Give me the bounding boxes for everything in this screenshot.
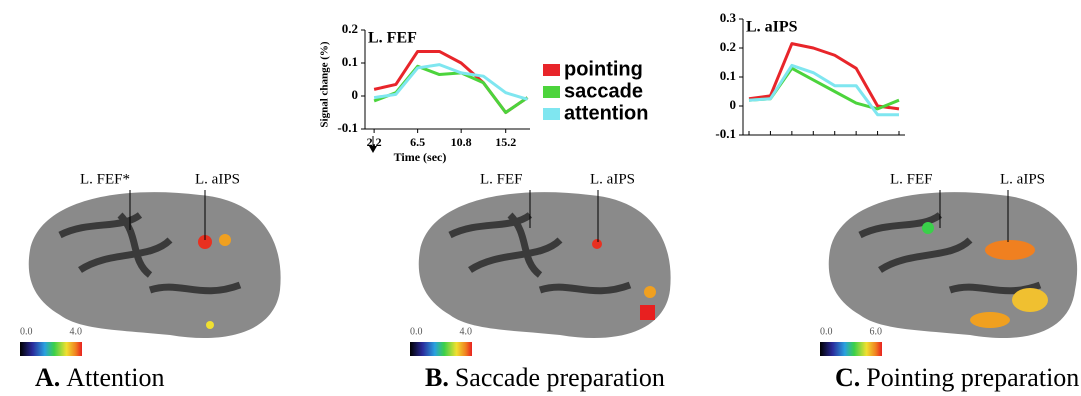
legend-swatch — [543, 108, 560, 120]
line — [373, 64, 529, 114]
colorbar — [20, 342, 82, 356]
region-label: L. aIPS — [1000, 171, 1045, 187]
arrow-head — [369, 146, 377, 153]
y-tick-label: 0 — [352, 87, 359, 102]
y-tick-label: 0 — [730, 97, 737, 112]
y-tick-label: 0.2 — [342, 21, 358, 36]
colorbar-min: 0.0 — [20, 326, 33, 337]
line — [373, 63, 528, 101]
x-tick-label: 15.2 — [495, 135, 516, 149]
brain-b — [418, 192, 671, 338]
colorbar-max: 4.0 — [70, 326, 83, 337]
panel-name: Attention — [66, 363, 164, 392]
panel-letter: A. — [35, 363, 60, 392]
colorbar-max: 4.0 — [460, 326, 473, 337]
panel-title: C. Pointing preparation — [835, 363, 1079, 392]
chart-title: L. aIPS — [746, 19, 798, 36]
panel-letter: B. — [425, 363, 449, 392]
brain-c — [828, 192, 1078, 338]
colorbar-min: 0.0 — [410, 326, 423, 337]
x-tick-label: 2.2 — [367, 135, 382, 149]
y-axis-label: Signal change (%) — [319, 41, 331, 128]
panel-title: B. Saccade preparation — [425, 363, 665, 392]
colorbar-max: 6.0 — [870, 326, 883, 337]
region-label: L. aIPS — [195, 171, 240, 187]
line — [748, 42, 900, 111]
colorbar — [820, 342, 882, 356]
x-tick-label: 6.5 — [410, 135, 425, 149]
region-label: L. aIPS — [590, 171, 635, 187]
chart-title: L. FEF — [368, 30, 417, 47]
panel-letter: C. — [835, 363, 860, 392]
region-label: L. FEF — [890, 171, 933, 187]
x-axis-label: Time (sec) — [394, 150, 447, 164]
y-tick-label: 0.1 — [342, 54, 358, 69]
y-tick-label: -0.1 — [337, 120, 358, 135]
line — [748, 63, 899, 117]
legend-label: attention — [564, 102, 648, 124]
region-label: L. FEF — [480, 171, 523, 187]
legend-label: saccade — [564, 80, 643, 102]
colorbar — [410, 342, 472, 356]
brain-a — [28, 192, 281, 338]
x-tick-label: 10.8 — [451, 135, 472, 149]
y-tick-label: 0.3 — [720, 10, 737, 25]
line — [373, 49, 529, 114]
legend-label: pointing — [564, 58, 643, 80]
panel-title: A. Attention — [35, 363, 165, 392]
panel-name: Saccade preparation — [455, 363, 665, 392]
legend-swatch — [543, 86, 560, 98]
y-tick-label: -0.1 — [715, 126, 736, 141]
region-label: L. FEF* — [80, 171, 130, 187]
y-tick-label: 0.1 — [720, 68, 736, 83]
colorbar-min: 0.0 — [820, 326, 833, 337]
panel-name: Pointing preparation — [866, 363, 1079, 392]
y-tick-label: 0.2 — [720, 39, 736, 54]
legend-swatch — [543, 64, 560, 76]
